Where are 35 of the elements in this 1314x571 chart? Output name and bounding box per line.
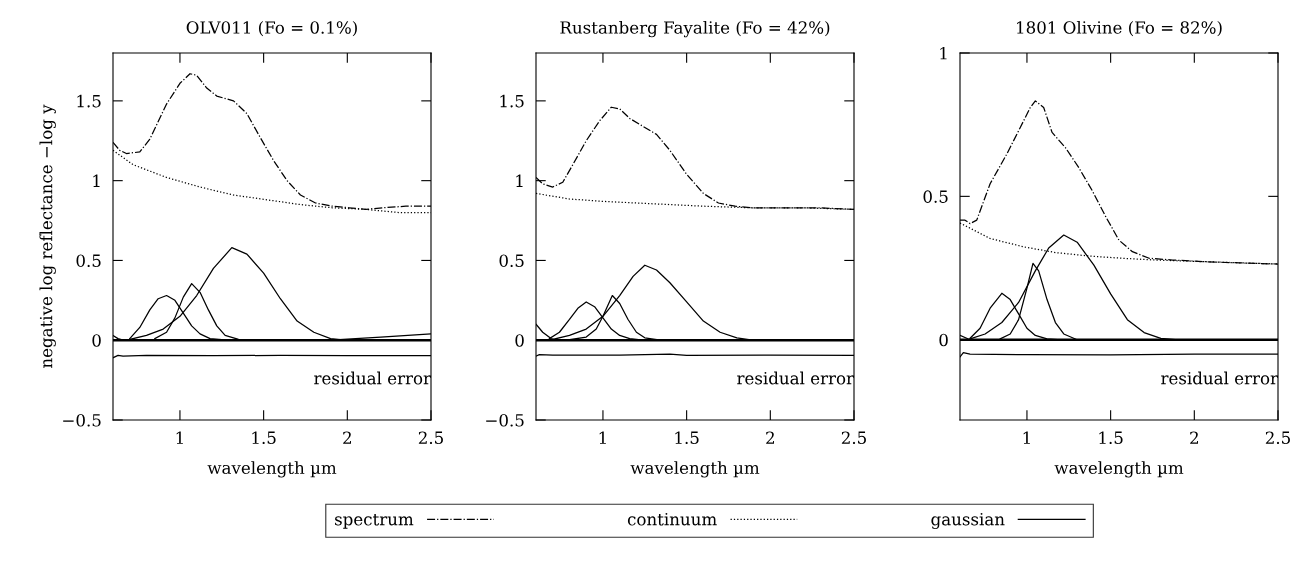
chart-title: 1801 Olivine (Fo = 82%) xyxy=(1017,20,1222,37)
legend-label: spectrum xyxy=(335,513,414,529)
y-tick-label: 1.5 xyxy=(500,94,524,108)
x-tick-label: 2.5 xyxy=(1265,431,1290,445)
chart-title: Rustanberg Fayalite (Fo = 42%) xyxy=(560,20,830,38)
x-tick-label: 1.5 xyxy=(675,431,699,445)
x-axis-title: wavelength µm xyxy=(630,461,760,478)
x-tick-label: 1 xyxy=(1023,431,1030,444)
x-axis-title: wavelength µm xyxy=(207,461,337,478)
y-tick-label: 0.5 xyxy=(923,190,948,203)
x-tick-label: 2 xyxy=(766,431,774,444)
y-axis-title: negative log reflectance −log y xyxy=(39,104,56,369)
y-tick-label: 1.5 xyxy=(77,94,101,108)
y-tick-label: −0.5 xyxy=(486,413,524,427)
x-tick-label: 1.5 xyxy=(1099,431,1123,445)
y-tick-label: −0.5 xyxy=(63,413,101,427)
x-tick-label: 1 xyxy=(599,431,606,444)
x-tick-label: 2 xyxy=(343,431,351,444)
y-tick-label: 0 xyxy=(92,334,101,347)
y-tick-label: 0.5 xyxy=(499,254,524,267)
x-tick-label: 1.5 xyxy=(252,431,276,445)
y-tick-label: 1 xyxy=(940,46,947,60)
y-tick-label: 0 xyxy=(939,333,948,347)
x-tick-label: 2.5 xyxy=(418,431,443,445)
legend-label: continuum xyxy=(627,512,717,526)
x-axis-title: wavelength µm xyxy=(1054,461,1184,478)
y-tick-label: 0 xyxy=(515,334,524,347)
y-tick-label: 1 xyxy=(93,174,100,187)
legend-label: gaussian xyxy=(931,512,1005,529)
x-tick-label: 2.5 xyxy=(841,431,866,445)
y-tick-label: 0.5 xyxy=(76,254,101,267)
x-tick-label: 2 xyxy=(1190,431,1198,444)
x-tick-label: 1 xyxy=(176,431,183,444)
chart-title: OLV011 (Fo = 0.1%) xyxy=(186,20,357,37)
y-tick-label: 1 xyxy=(516,174,523,187)
